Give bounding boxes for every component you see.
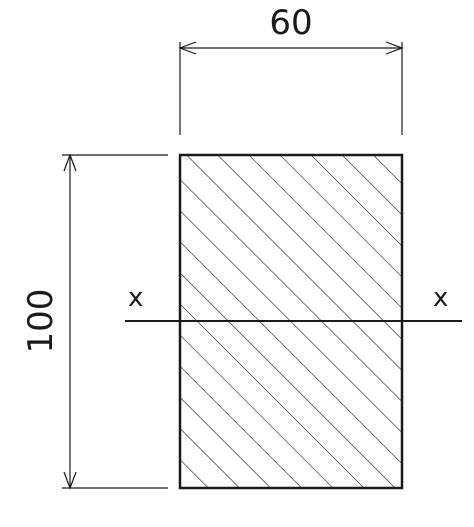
axis-label-right: x bbox=[433, 283, 448, 313]
axis-label-left: x bbox=[128, 283, 143, 313]
height-arrow-top-icon bbox=[63, 153, 77, 172]
width-arrow-right-icon bbox=[385, 41, 404, 55]
width-label: 60 bbox=[269, 3, 312, 43]
height-label: 100 bbox=[21, 289, 61, 354]
height-arrow-bottom-icon bbox=[63, 471, 77, 490]
width-arrow-left-icon bbox=[178, 41, 197, 55]
